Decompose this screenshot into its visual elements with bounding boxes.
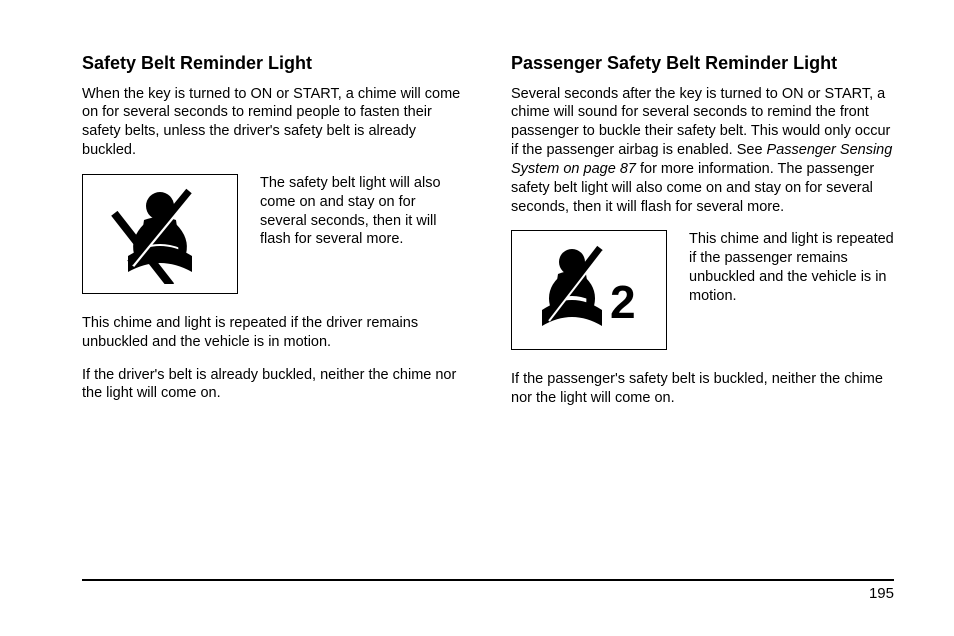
right-para-1: Several seconds after the key is turned …	[511, 85, 894, 217]
left-heading: Safety Belt Reminder Light	[82, 52, 465, 75]
page-content: Safety Belt Reminder Light When the key …	[0, 0, 954, 422]
left-column: Safety Belt Reminder Light When the key …	[82, 52, 465, 422]
seatbelt-icon-box	[82, 174, 238, 294]
right-column: Passenger Safety Belt Reminder Light Sev…	[511, 52, 894, 422]
right-para-2: If the passenger's safety belt is buckle…	[511, 370, 894, 408]
right-figure-text-content: This chime and light is repeated if the …	[689, 231, 894, 304]
right-heading: Passenger Safety Belt Reminder Light	[511, 52, 894, 75]
left-figure-text: The safety belt light will also come on …	[260, 174, 465, 249]
left-para-2: This chime and light is repeated if the …	[82, 314, 465, 352]
right-figure-text: This chime and light is repeated if the …	[689, 230, 894, 305]
left-para-1: When the key is turned to ON or START, a…	[82, 85, 465, 160]
page-number: 195	[82, 585, 894, 602]
svg-text:2: 2	[610, 276, 636, 328]
footer-rule	[82, 579, 894, 581]
right-figure-row: 2 This chime and light is repeated if th…	[511, 230, 894, 350]
seatbelt-icon	[100, 184, 220, 284]
page-footer: 195	[82, 579, 894, 602]
left-figure-row: The safety belt light will also come on …	[82, 174, 465, 294]
passenger-seatbelt-icon-box: 2	[511, 230, 667, 350]
passenger-seatbelt-icon: 2	[524, 240, 654, 340]
left-para-3: If the driver's belt is already buckled,…	[82, 366, 465, 404]
